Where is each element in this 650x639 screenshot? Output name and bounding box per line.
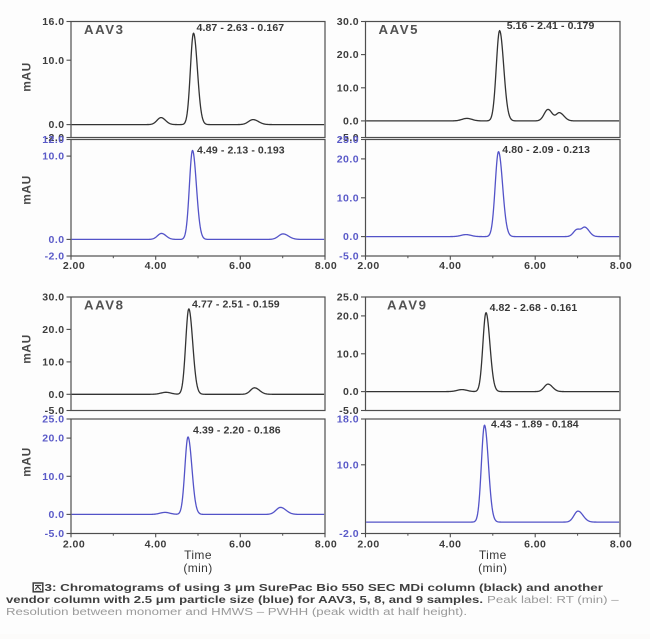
svg-text:10.0: 10.0 <box>337 82 359 94</box>
svg-text:-5.0: -5.0 <box>339 132 359 144</box>
svg-text:10.0: 10.0 <box>337 459 359 471</box>
svg-text:0.0: 0.0 <box>49 234 65 246</box>
svg-text:-5.0: -5.0 <box>45 405 65 417</box>
svg-text:0.0: 0.0 <box>49 119 65 131</box>
svg-text:25.0: 25.0 <box>42 414 64 426</box>
svg-text:0.0: 0.0 <box>343 116 359 128</box>
svg-text:20.0: 20.0 <box>337 311 359 323</box>
svg-text:30.0: 30.0 <box>337 16 359 28</box>
svg-text:3: Chromatograms of using 3 μm: 3: Chromatograms of using 3 μm SurePac B… <box>45 583 604 594</box>
svg-text:5.16 - 2.41 - 0.179: 5.16 - 2.41 - 0.179 <box>507 20 595 32</box>
svg-text:4.77 - 2.51 - 0.159: 4.77 - 2.51 - 0.159 <box>192 299 280 311</box>
svg-text:4.00: 4.00 <box>145 260 167 272</box>
svg-text:4.43 - 1.89 - 0.184: 4.43 - 1.89 - 0.184 <box>491 419 579 431</box>
svg-text:(min): (min) <box>183 561 212 575</box>
svg-text:2.00: 2.00 <box>357 260 379 272</box>
svg-text:Time: Time <box>479 548 507 562</box>
svg-text:8.00: 8.00 <box>315 260 337 272</box>
svg-text:mAU: mAU <box>20 447 34 477</box>
svg-text:(min): (min) <box>478 561 507 575</box>
svg-text:10.0: 10.0 <box>337 348 359 360</box>
svg-text:4.00: 4.00 <box>145 539 167 551</box>
svg-text:0.0: 0.0 <box>343 386 359 398</box>
svg-text:6.00: 6.00 <box>524 539 546 551</box>
svg-text:-5.0: -5.0 <box>45 528 65 540</box>
svg-text:mAU: mAU <box>20 175 34 205</box>
svg-text:10.0: 10.0 <box>337 192 359 204</box>
svg-text:16.0: 16.0 <box>42 16 64 28</box>
svg-text:20.0: 20.0 <box>42 433 64 445</box>
svg-text:AAV5: AAV5 <box>379 22 420 37</box>
svg-text:4.00: 4.00 <box>439 539 461 551</box>
svg-text:6.00: 6.00 <box>229 539 251 551</box>
svg-text:4.00: 4.00 <box>439 260 461 272</box>
svg-text:2.00: 2.00 <box>63 260 85 272</box>
svg-text:-2.0: -2.0 <box>45 132 65 144</box>
svg-text:20.0: 20.0 <box>42 324 64 336</box>
svg-text:4.49 - 2.13 - 0.193: 4.49 - 2.13 - 0.193 <box>197 145 285 157</box>
svg-text:0.0: 0.0 <box>49 389 65 401</box>
svg-text:6.00: 6.00 <box>229 260 251 272</box>
svg-text:Resolution between monomer and: Resolution between monomer and HMWS – PW… <box>6 607 467 618</box>
svg-text:4.80 - 2.09 - 0.213: 4.80 - 2.09 - 0.213 <box>502 144 590 156</box>
svg-text:mAU: mAU <box>20 334 34 364</box>
svg-text:25.0: 25.0 <box>337 292 359 304</box>
svg-text:20.0: 20.0 <box>337 154 359 166</box>
svg-text:-5.0: -5.0 <box>339 251 359 263</box>
svg-text:10.0: 10.0 <box>42 151 64 163</box>
svg-text:vendor column with 2.5 μm part: vendor column with 2.5 μm particle size … <box>6 595 619 606</box>
svg-text:4.82 - 2.68 - 0.161: 4.82 - 2.68 - 0.161 <box>490 302 578 314</box>
svg-text:AAV8: AAV8 <box>84 298 125 313</box>
svg-text:10.0: 10.0 <box>42 357 64 369</box>
svg-text:6.00: 6.00 <box>524 260 546 272</box>
svg-text:0.0: 0.0 <box>343 231 359 243</box>
svg-text:-2.0: -2.0 <box>45 251 65 263</box>
svg-text:0.0: 0.0 <box>49 509 65 521</box>
svg-text:AAV9: AAV9 <box>387 298 428 313</box>
svg-text:10.0: 10.0 <box>42 55 64 67</box>
svg-text:25.0: 25.0 <box>337 134 359 146</box>
svg-text:10.0: 10.0 <box>42 471 64 483</box>
svg-text:4.39 - 2.20 - 0.186: 4.39 - 2.20 - 0.186 <box>193 425 281 437</box>
svg-text:30.0: 30.0 <box>42 292 64 304</box>
svg-text:-2.0: -2.0 <box>339 528 359 540</box>
svg-text:8.00: 8.00 <box>610 260 632 272</box>
svg-text:2.00: 2.00 <box>63 539 85 551</box>
svg-text:AAV3: AAV3 <box>84 22 125 37</box>
svg-text:8.00: 8.00 <box>315 539 337 551</box>
svg-text:mAU: mAU <box>20 62 34 92</box>
svg-text:12.0: 12.0 <box>42 134 64 146</box>
svg-text:2.00: 2.00 <box>357 539 379 551</box>
svg-text:4.87 - 2.63 - 0.167: 4.87 - 2.63 - 0.167 <box>197 22 285 34</box>
svg-text:20.0: 20.0 <box>337 49 359 61</box>
svg-text:8.00: 8.00 <box>610 539 632 551</box>
svg-text:18.0: 18.0 <box>337 414 359 426</box>
svg-text:Time: Time <box>184 548 212 562</box>
svg-text:-5.0: -5.0 <box>339 405 359 417</box>
